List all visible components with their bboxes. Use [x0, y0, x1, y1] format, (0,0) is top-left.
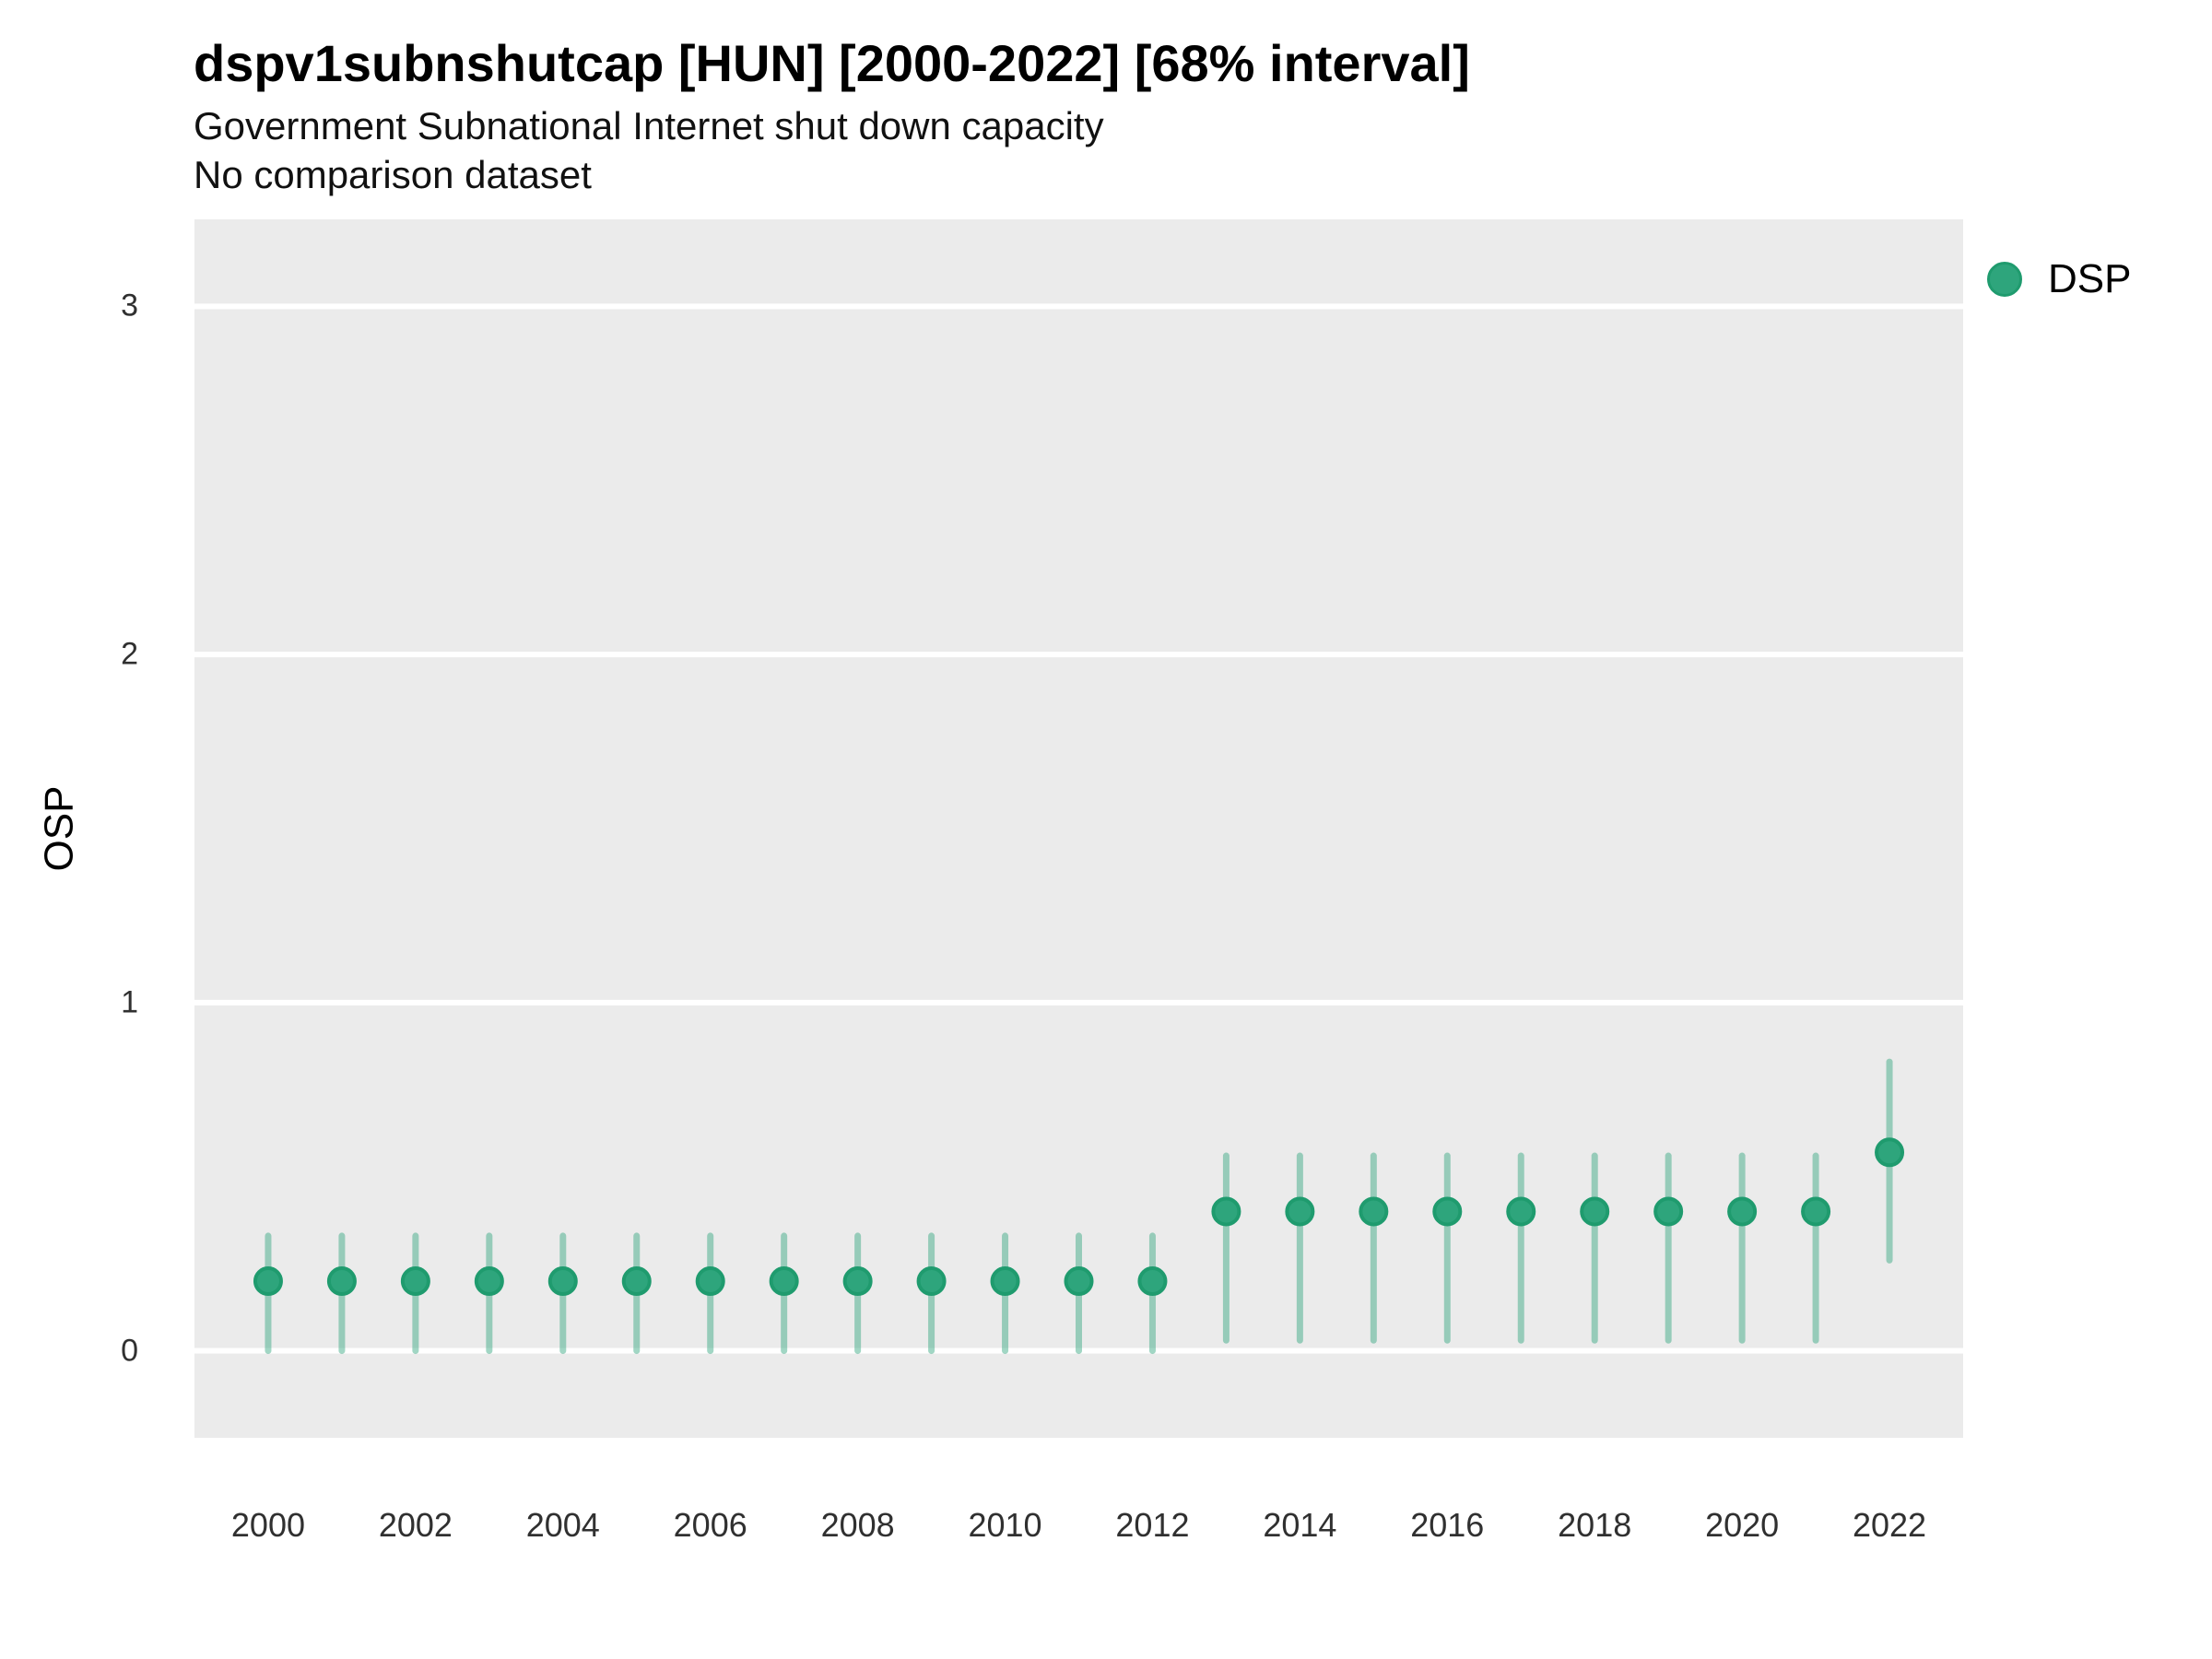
data-point-2022 [1875, 1137, 1905, 1168]
x-tick-label-2016: 2016 [1410, 1506, 1485, 1544]
legend-point-icon [1987, 262, 2022, 297]
data-point-2018 [1580, 1196, 1610, 1227]
data-point-2013 [1211, 1196, 1241, 1227]
data-point-2017 [1506, 1196, 1536, 1227]
data-point-2007 [769, 1266, 799, 1297]
x-tick-label-2006: 2006 [673, 1506, 747, 1544]
y-tick-label-3: 3 [121, 288, 138, 324]
gridline-y-3 [194, 303, 1963, 310]
data-point-2011 [1064, 1266, 1094, 1297]
legend-label: DSP [2048, 256, 2132, 301]
x-tick-label-2004: 2004 [525, 1506, 600, 1544]
data-point-2012 [1137, 1266, 1168, 1297]
data-point-2003 [474, 1266, 504, 1297]
data-point-2019 [1653, 1196, 1684, 1227]
data-point-2009 [916, 1266, 947, 1297]
chart-subtitle: Government Subnational Internet shut dow… [194, 104, 1104, 147]
data-point-2010 [990, 1266, 1020, 1297]
data-point-2014 [1285, 1196, 1315, 1227]
x-tick-label-2000: 2000 [230, 1506, 305, 1544]
data-point-2016 [1432, 1196, 1463, 1227]
data-point-2005 [621, 1266, 652, 1297]
data-point-2006 [695, 1266, 725, 1297]
chart-title: dspv1subnshutcap [HUN] [2000-2022] [68% … [194, 34, 1470, 92]
data-point-2000 [253, 1266, 283, 1297]
plot-panel [194, 219, 1963, 1438]
data-point-2021 [1801, 1196, 1831, 1227]
data-point-2002 [400, 1266, 430, 1297]
x-tick-label-2018: 2018 [1558, 1506, 1632, 1544]
y-tick-label-2: 2 [121, 636, 138, 672]
data-point-2001 [326, 1266, 357, 1297]
x-tick-label-2002: 2002 [378, 1506, 453, 1544]
gridline-y-0 [194, 1347, 1963, 1354]
data-point-2004 [547, 1266, 578, 1297]
x-tick-label-2020: 2020 [1705, 1506, 1780, 1544]
x-tick-label-2022: 2022 [1852, 1506, 1927, 1544]
data-point-2015 [1359, 1196, 1389, 1227]
y-tick-label-0: 0 [121, 1333, 138, 1369]
legend: DSP [1987, 256, 2131, 302]
data-point-2008 [842, 1266, 873, 1297]
gridline-y-2 [194, 652, 1963, 658]
gridline-y-1 [194, 999, 1963, 1006]
x-tick-label-2014: 2014 [1263, 1506, 1337, 1544]
x-tick-label-2008: 2008 [820, 1506, 895, 1544]
y-tick-label-1: 1 [121, 984, 138, 1020]
x-tick-label-2012: 2012 [1115, 1506, 1190, 1544]
y-axis-title: OSP [36, 785, 82, 872]
data-point-2020 [1727, 1196, 1758, 1227]
chart-note: No comparison dataset [194, 153, 592, 196]
plot-canvas [194, 303, 1963, 1355]
x-tick-label-2010: 2010 [968, 1506, 1042, 1544]
